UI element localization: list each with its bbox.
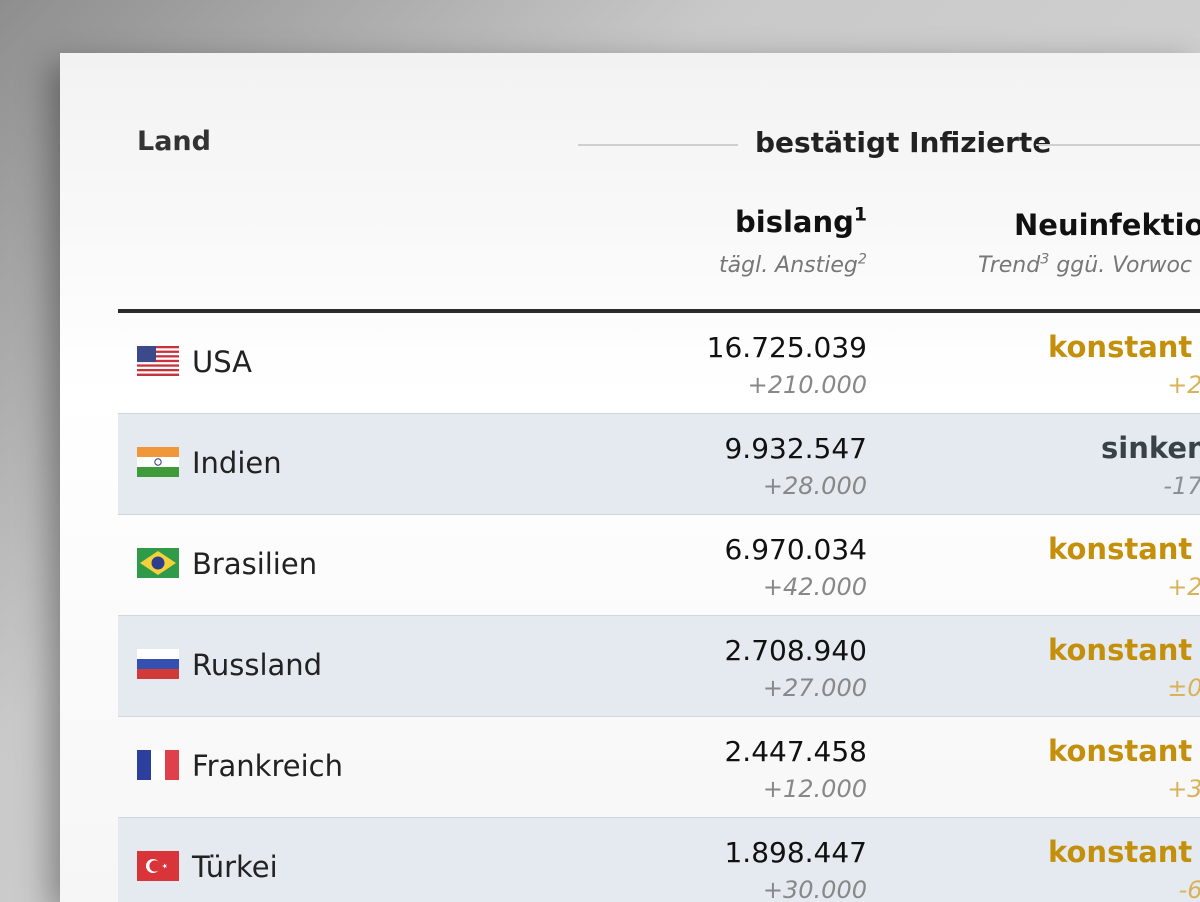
table-row: Frankreich 2.447.458 +12.000 konstant +3… bbox=[118, 717, 1200, 818]
trend-label: sinken bbox=[1101, 431, 1200, 465]
country-name: Indien bbox=[192, 446, 282, 480]
country-name: Türkei bbox=[192, 850, 278, 884]
daily-increase: +30.000 bbox=[762, 876, 867, 902]
france-flag-icon bbox=[137, 750, 179, 780]
daily-increase: +28.000 bbox=[762, 472, 867, 500]
trend-percent: +3 % bbox=[1167, 775, 1200, 803]
country-name: Frankreich bbox=[192, 749, 343, 783]
india-flag-icon bbox=[137, 447, 179, 477]
trend-percent: ±0 % bbox=[1167, 674, 1200, 702]
footnote-3: 3 bbox=[1040, 251, 1050, 268]
header-rule bbox=[118, 309, 1200, 313]
table-row: Brasilien 6.970.034 +42.000 konstant +2 … bbox=[118, 515, 1200, 616]
total-cases: 9.932.547 bbox=[724, 432, 867, 465]
turkey-flag-icon bbox=[137, 851, 179, 881]
trend-percent: +2 % bbox=[1167, 371, 1200, 399]
table-row: Russland 2.708.940 +27.000 konstant ±0 % bbox=[118, 616, 1200, 717]
total-cases: 2.708.940 bbox=[724, 634, 867, 667]
covid-table-card: Land bestätigt Infizierte bislang1 tägl.… bbox=[60, 53, 1200, 902]
trend-percent: +2 % bbox=[1167, 573, 1200, 601]
group-divider-left bbox=[578, 144, 738, 146]
column-header-new-infections: Neuinfektione bbox=[1014, 208, 1200, 242]
daily-increase: +12.000 bbox=[762, 775, 867, 803]
daily-increase: +210.000 bbox=[747, 371, 867, 399]
daily-increase: +27.000 bbox=[762, 674, 867, 702]
group-header-infected: bestätigt Infizierte bbox=[755, 126, 1052, 159]
russia-flag-icon bbox=[137, 649, 179, 679]
table-row: USA 16.725.039 +210.000 konstant +2 % bbox=[118, 313, 1200, 414]
group-divider-right bbox=[1036, 144, 1200, 146]
trend-label: konstant bbox=[1048, 835, 1193, 869]
country-name: Russland bbox=[192, 648, 323, 682]
table-row: Indien 9.932.547 +28.000 sinken -17 % bbox=[118, 414, 1200, 515]
total-cases: 16.725.039 bbox=[706, 331, 867, 364]
total-cases: 1.898.447 bbox=[724, 836, 867, 869]
trend-percent: -6 % bbox=[1178, 876, 1200, 902]
footnote-1: 1 bbox=[853, 204, 867, 226]
us-flag-icon bbox=[137, 346, 179, 376]
country-name: USA bbox=[192, 345, 253, 379]
total-cases: 6.970.034 bbox=[724, 533, 867, 566]
brazil-flag-icon bbox=[137, 548, 179, 578]
country-name: Brasilien bbox=[192, 547, 318, 581]
total-cases: 2.447.458 bbox=[724, 735, 867, 768]
trend-label: konstant bbox=[1048, 734, 1193, 768]
column-header-land: Land bbox=[137, 126, 211, 157]
trend-label: konstant bbox=[1048, 330, 1193, 364]
column-subheader-increase-label: tägl. Anstieg bbox=[719, 253, 858, 278]
table-row: Türkei 1.898.447 +30.000 konstant -6 % bbox=[118, 818, 1200, 902]
column-header-total: bislang1 bbox=[735, 205, 867, 239]
trend-label: konstant bbox=[1048, 532, 1193, 566]
column-subheader-trend: Trend3 ggü. Vorwoc bbox=[978, 251, 1192, 278]
daily-increase: +42.000 bbox=[762, 573, 867, 601]
column-header-total-label: bislang bbox=[735, 205, 854, 239]
trend-percent: -17 % bbox=[1163, 472, 1200, 500]
column-subheader-increase: tägl. Anstieg2 bbox=[719, 251, 867, 278]
footnote-2: 2 bbox=[857, 251, 867, 268]
column-subheader-trend-label: Trend bbox=[978, 253, 1041, 278]
column-subheader-trend-suffix: ggü. Vorwoc bbox=[1049, 253, 1192, 278]
trend-label: konstant bbox=[1048, 633, 1193, 667]
